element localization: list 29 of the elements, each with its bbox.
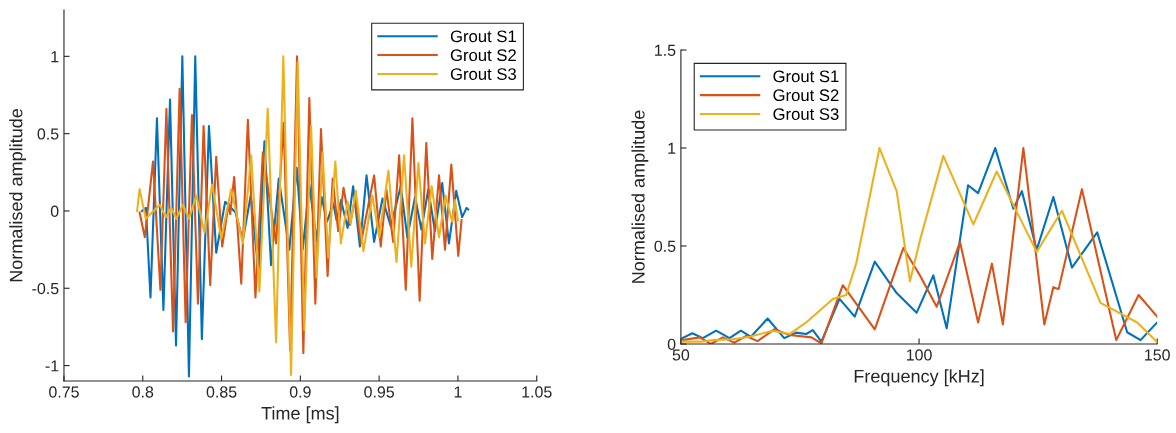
legend-label: Grout S3 <box>773 108 839 120</box>
y-tick-label: 1 <box>51 51 59 63</box>
x-axis-title: Time [ms] <box>261 406 339 424</box>
x-tick-label: 1.05 <box>522 386 552 398</box>
x-tick-label: 0.95 <box>364 386 395 398</box>
y-tick-label: 0 <box>50 205 59 217</box>
legend-label: Grout S1 <box>773 70 839 83</box>
y-tick-label: 0 <box>667 338 676 350</box>
y-tick-label: 1 <box>668 142 676 154</box>
legend-label: Grout S1 <box>450 30 516 43</box>
y-tick-label: 0.5 <box>654 240 676 252</box>
x-tick-label: 0.85 <box>206 386 237 398</box>
y-tick-label: -0.5 <box>32 282 59 295</box>
x-tick-label: 1 <box>454 386 462 398</box>
x-axis-title: Frequency [kHz] <box>854 369 984 387</box>
legend-label: Grout S3 <box>450 68 516 80</box>
x-tick-label: 100 <box>906 349 932 361</box>
y-axis-title: Normalised amplitude <box>631 110 649 283</box>
x-tick-label: 50 <box>672 349 690 361</box>
x-tick-label: 0.8 <box>132 386 154 398</box>
y-tick-label: -1 <box>45 360 59 372</box>
legend-label: Grout S2 <box>450 49 516 62</box>
y-tick-label: 1.5 <box>655 44 676 56</box>
legend-label: Grout S2 <box>773 89 839 102</box>
y-tick-label: 0.5 <box>37 128 59 140</box>
x-tick-label: 0.75 <box>49 386 79 398</box>
y-axis-title: Normalised amplitude <box>9 108 27 282</box>
x-tick-label: 0.9 <box>289 386 311 398</box>
x-tick-label: 150 <box>1145 349 1170 361</box>
